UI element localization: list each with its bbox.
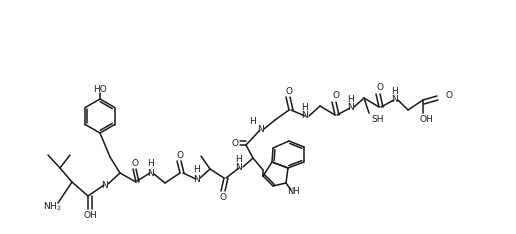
Text: N: N (101, 180, 107, 190)
Text: OH: OH (419, 116, 433, 124)
Text: O: O (132, 158, 138, 168)
Text: O: O (332, 91, 340, 100)
Text: H: H (236, 154, 243, 164)
Text: O: O (285, 87, 293, 95)
Text: N: N (192, 175, 199, 183)
Text: O: O (176, 150, 184, 160)
Text: N: N (302, 111, 309, 121)
Text: N: N (236, 164, 243, 172)
Text: O: O (232, 139, 238, 147)
Text: H: H (391, 87, 397, 95)
Text: N: N (256, 125, 263, 135)
Text: HO: HO (93, 85, 107, 95)
Text: N: N (391, 95, 397, 105)
Text: H: H (302, 102, 309, 111)
Text: H: H (249, 117, 255, 127)
Text: N: N (347, 103, 353, 113)
Text: O: O (219, 193, 227, 201)
Text: H: H (347, 95, 353, 103)
Text: H: H (147, 160, 153, 168)
Text: O: O (377, 84, 383, 92)
Text: SH: SH (372, 116, 384, 124)
Text: NH: NH (287, 187, 300, 197)
Text: N: N (147, 168, 153, 178)
Text: NH$_2$: NH$_2$ (43, 201, 61, 213)
Text: H: H (192, 165, 199, 175)
Text: OH: OH (83, 212, 97, 220)
Text: O: O (445, 91, 452, 99)
